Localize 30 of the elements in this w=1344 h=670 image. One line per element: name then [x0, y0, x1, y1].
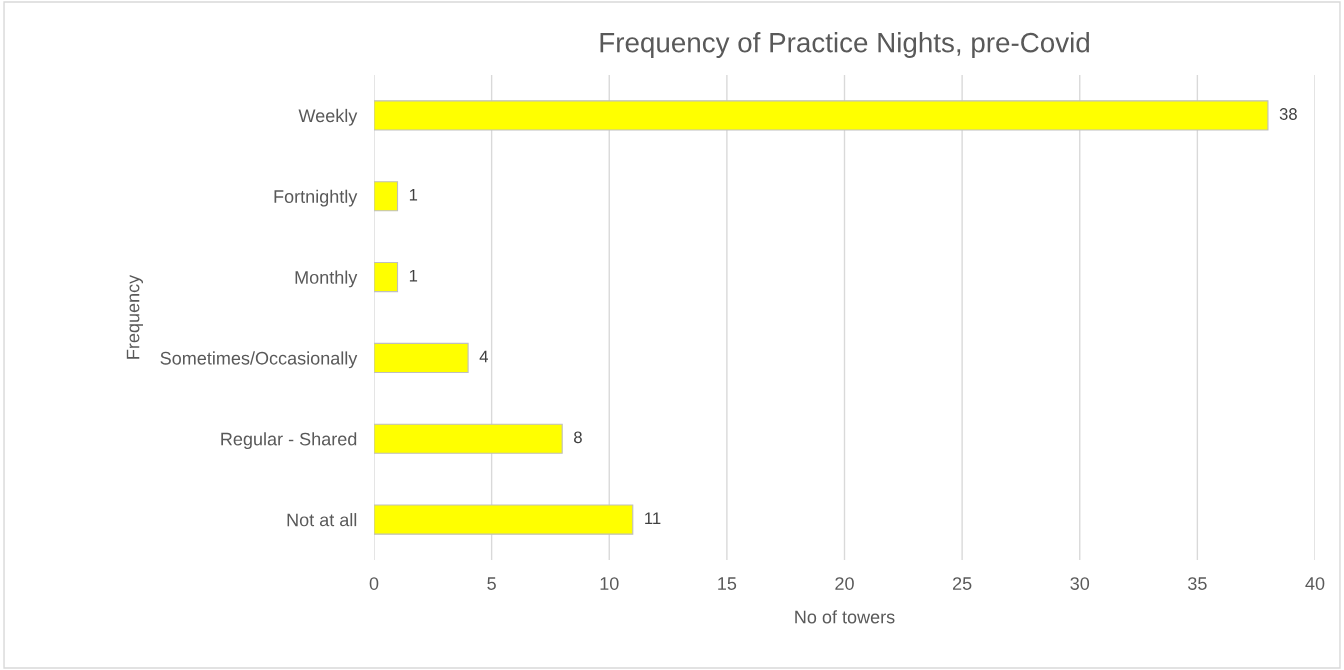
- bar: [374, 181, 399, 212]
- x-tick-label: 25: [952, 577, 972, 590]
- x-tick-label: 10: [600, 577, 619, 590]
- x-tick-label: 20: [835, 577, 854, 590]
- x-tick-label: 30: [1070, 577, 1090, 590]
- y-tick-label: Regular - Shared: [221, 432, 357, 450]
- x-tick-label: 5: [487, 577, 496, 590]
- bar: [374, 261, 399, 293]
- x-tick-label: 40: [1305, 577, 1325, 590]
- x-tick-label: 35: [1188, 577, 1207, 590]
- y-tick-label: Fortnightly: [274, 189, 358, 207]
- y-tick-label: Monthly: [295, 270, 358, 288]
- data-label: 8: [574, 431, 582, 444]
- data-label: 1: [409, 269, 418, 282]
- y-axis-title: Frequency: [126, 274, 143, 359]
- bar: [374, 342, 469, 374]
- data-label: 4: [479, 350, 488, 363]
- data-label: 11: [645, 512, 661, 524]
- y-tick-label: Not at all: [287, 513, 357, 527]
- data-label: 38: [1279, 108, 1297, 120]
- data-label: 1: [409, 189, 418, 201]
- x-tick-label: 15: [718, 577, 737, 590]
- x-tick-label: 0: [369, 577, 379, 590]
- x-axis-title: No of towers: [795, 610, 895, 624]
- y-tick-label: Sometimes/Occasionally: [160, 351, 358, 369]
- bar: [374, 423, 563, 454]
- bar: [374, 100, 1269, 131]
- chart-title: Frequency of Practice Nights, pre-Covid: [600, 32, 1089, 58]
- y-tick-label: Weekly: [298, 108, 358, 126]
- bar: [374, 504, 634, 535]
